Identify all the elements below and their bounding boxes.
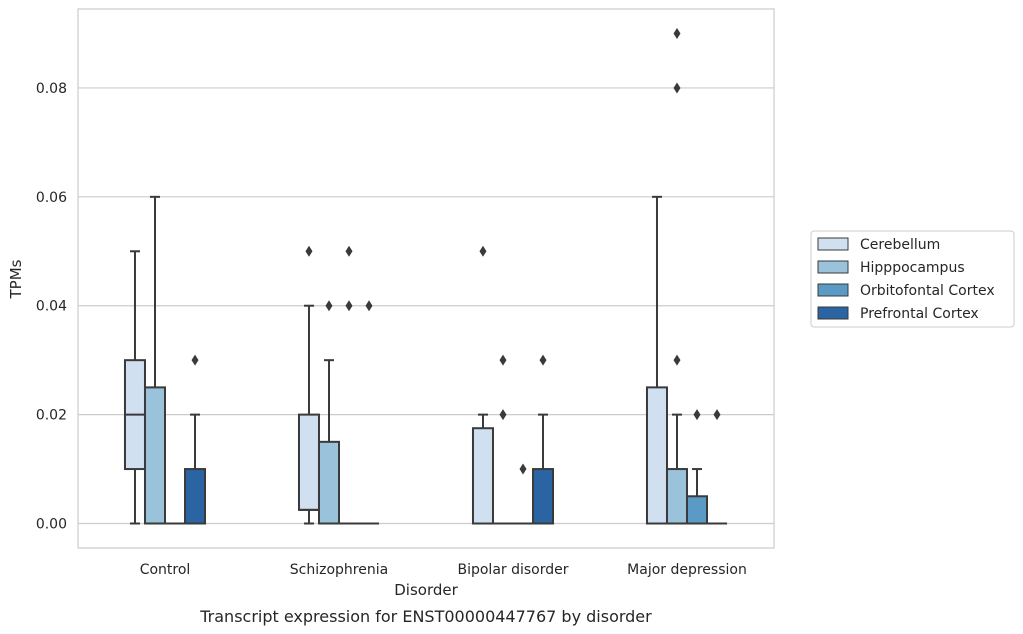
outlier-point — [345, 300, 353, 312]
outlier-point — [519, 463, 527, 475]
legend-label: Orbitofontal Cortex — [860, 283, 995, 299]
outlier-point — [539, 354, 547, 366]
y-tick-label: 0.06 — [36, 190, 67, 206]
outlier-point — [325, 300, 333, 312]
box-group — [184, 354, 207, 525]
box-group — [143, 195, 167, 525]
outlier-point — [673, 354, 681, 366]
outlier-point — [673, 82, 681, 94]
box — [665, 468, 688, 525]
box — [317, 440, 340, 525]
box — [471, 427, 494, 525]
y-tick-label: 0.04 — [36, 299, 67, 315]
legend: Cerebellum Hipppocampus Orbitofontal Corte… — [810, 230, 1015, 328]
y-axis-ticks: 0.00 0.02 0.04 0.06 0.08 — [36, 81, 67, 533]
legend-label: Cerebellum — [860, 237, 940, 253]
grid-lines — [78, 87, 774, 525]
y-axis-title: TPMs — [7, 259, 25, 299]
outlier-point — [365, 300, 373, 312]
outlier-point — [305, 245, 313, 257]
box — [686, 495, 709, 525]
box-group — [297, 245, 320, 525]
outlier-point — [499, 354, 507, 366]
box — [143, 386, 167, 525]
outlier-point — [693, 409, 701, 421]
box-group — [317, 300, 340, 525]
box-group — [645, 195, 668, 525]
box-group — [471, 245, 494, 525]
x-tick-label: Bipolar disorder — [457, 562, 568, 578]
outlier-point — [479, 245, 487, 257]
outlier-point — [191, 354, 199, 366]
x-axis-title: Disorder — [394, 581, 458, 599]
legend-swatch — [817, 306, 849, 320]
box-group — [492, 354, 513, 525]
box-group — [359, 300, 380, 525]
x-tick-label: Control — [140, 562, 191, 578]
box — [532, 468, 555, 525]
box-group — [123, 250, 146, 525]
legend-swatch — [817, 260, 849, 274]
box — [184, 468, 207, 525]
plot-area-frame — [77, 8, 775, 549]
x-tick-label: Major depression — [627, 562, 747, 578]
box-plot-marks — [123, 28, 728, 525]
legend-swatch — [817, 237, 849, 251]
y-tick-label: 0.08 — [36, 81, 67, 97]
box-group — [665, 28, 688, 525]
box-group — [686, 409, 709, 525]
box-group — [532, 354, 555, 525]
x-axis-ticks: Control Schizophrenia Bipolar disorder Majo… — [140, 562, 747, 578]
box-group — [513, 463, 534, 525]
outlier-point — [499, 409, 507, 421]
box-group — [707, 409, 728, 525]
box — [645, 386, 668, 525]
x-tick-label: Schizophrenia — [290, 562, 388, 578]
y-tick-label: 0.02 — [36, 408, 67, 424]
outlier-point — [673, 28, 681, 39]
outlier-point — [345, 245, 353, 257]
outlier-point — [713, 409, 721, 421]
chart-caption: Transcript expression for ENST0000044776… — [199, 607, 652, 626]
y-tick-label: 0.00 — [36, 517, 67, 533]
legend-label: Prefrontal Cortex — [860, 306, 979, 322]
legend-swatch — [817, 283, 849, 297]
legend-label: Hipppocampus — [860, 260, 965, 276]
box — [297, 413, 320, 511]
legend-frame — [810, 230, 1015, 328]
box-group — [339, 245, 360, 525]
